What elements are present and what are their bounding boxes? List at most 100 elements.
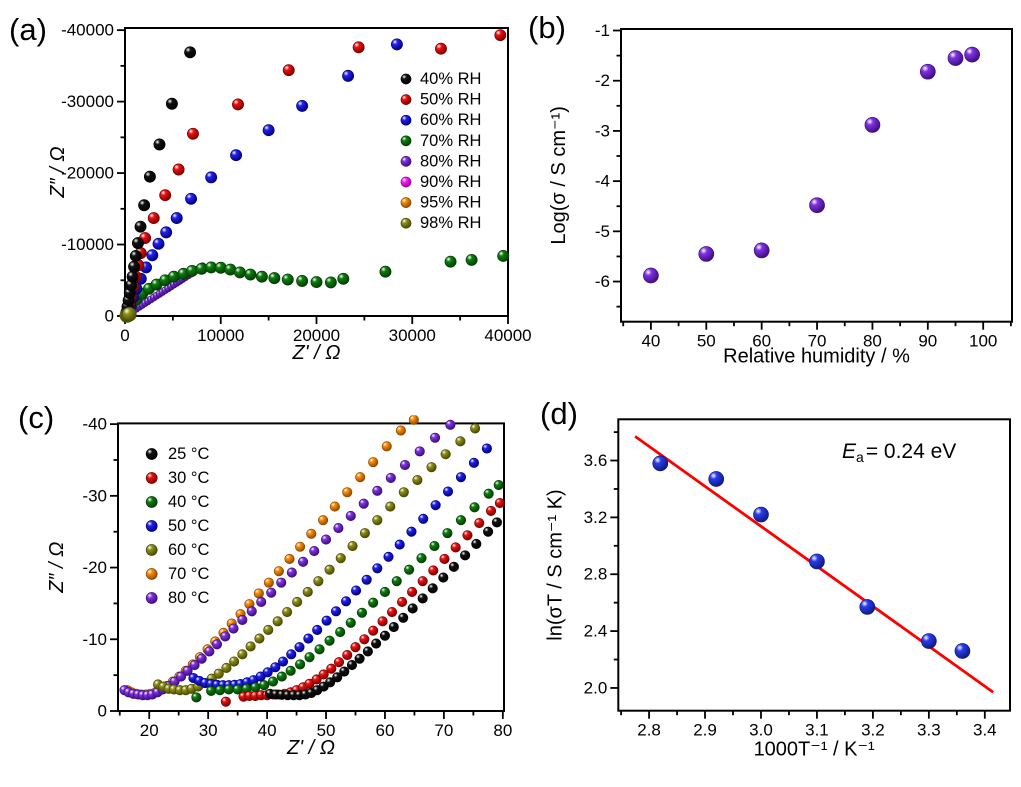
x-tick-label: 80 — [863, 332, 882, 351]
series-40-rh — [120, 46, 197, 319]
y-tick-label: -6 — [595, 272, 610, 291]
legend-label: 80% RH — [420, 152, 481, 170]
x-tick-label: 60 — [752, 332, 771, 351]
x-tick-label: 50 — [317, 721, 336, 740]
ea-subscript: a — [856, 449, 864, 465]
legend-label: 25 °C — [168, 445, 210, 463]
tick-labels: 2.8 2.9 3.0 3.1 3.2 3.3 3.4 2.0 2.4 2.8 3.2 3.6 — [584, 451, 997, 740]
legend-marker — [400, 73, 412, 85]
legend-marker — [400, 156, 412, 167]
y-tick-label: -1 — [595, 21, 610, 40]
series-40-c — [191, 480, 504, 703]
legend-label: 90% RH — [420, 173, 481, 191]
series-data — [652, 455, 971, 659]
x-axis-label: 1000T⁻¹ / K⁻¹ — [754, 739, 875, 761]
y-tick-label: 3.6 — [584, 451, 608, 470]
y-axis-label: ln(σT / S cm⁻¹ K) — [544, 489, 566, 640]
series-50-c — [188, 443, 492, 691]
y-tick-label: 2.0 — [584, 678, 608, 697]
x-tick-label: 20000 — [293, 326, 340, 345]
legend-label: 70 °C — [168, 565, 210, 583]
x-tick-label: 0 — [120, 326, 129, 345]
panel-a: 0 10000 20000 30000 40000 0 -10000 -20000 -30000… — [47, 21, 532, 364]
legend-label: 70% RH — [420, 132, 481, 150]
legend-marker — [400, 94, 412, 105]
legend-marker — [400, 197, 412, 208]
legend-marker — [400, 217, 412, 229]
panel-b: 40 50 60 70 80 90 100 -1 -2 -3 -4 -5 -6 Relative humi… — [548, 21, 1013, 368]
legend-label: 60 °C — [168, 541, 210, 559]
panel-label-b: (b) — [528, 10, 566, 45]
legend-marker — [145, 544, 158, 556]
y-tick-label: -10000 — [61, 235, 114, 254]
x-tick-label: 80 — [493, 721, 512, 740]
plot-area — [643, 46, 980, 284]
x-tick-label: 30000 — [389, 326, 436, 345]
legend-label: 95% RH — [420, 194, 481, 212]
axes-frame — [617, 418, 1011, 712]
plot-area — [634, 435, 995, 694]
legend-label: 50 °C — [168, 517, 210, 535]
y-tick-label: 2.4 — [584, 622, 608, 641]
legend-label: 30 °C — [168, 469, 210, 487]
x-tick-label: 40 — [641, 332, 660, 351]
activation-energy-annotation: Ea= 0.24 eV — [842, 440, 956, 465]
x-axis-label: Z' / Ω — [286, 737, 335, 759]
y-axis-label: Log(σ / S cm⁻¹) — [548, 106, 570, 244]
legend-marker — [400, 176, 412, 188]
panel-c: 20 30 40 50 60 70 80 0 -10 -20 -30 -40 Z' / Ω Z″ / Ω 2… — [46, 415, 512, 759]
ea-symbol: E — [842, 440, 857, 463]
legend-label: 98% RH — [420, 214, 481, 232]
y-tick-label: -40000 — [61, 21, 114, 40]
x-tick-label: 3.1 — [805, 721, 829, 740]
series-98-rh — [119, 306, 137, 323]
y-tick-label: 3.2 — [584, 508, 608, 527]
y-tick-label: 2.8 — [584, 565, 608, 584]
legend-label: 50% RH — [420, 91, 481, 109]
legend-marker — [145, 568, 158, 580]
legend-label: 60% RH — [420, 111, 481, 129]
x-axis-label: Relative humidity / % — [723, 346, 910, 368]
x-tick-label: 40 — [258, 721, 277, 740]
y-axis-label: Z″ / Ω — [46, 542, 68, 594]
series-80-c — [119, 419, 456, 701]
axis-ticks — [110, 423, 504, 719]
y-tick-label: -4 — [595, 172, 610, 191]
legend-label: 80 °C — [168, 589, 210, 607]
y-tick-label: 0 — [98, 702, 107, 721]
y-tick-label: -30000 — [61, 92, 114, 111]
plot-area — [119, 29, 510, 323]
legend: 40% RH 50% RH 60% RH 70% RH 80% RH 90% RH 95% … — [400, 70, 481, 232]
x-tick-label: 3.3 — [917, 721, 941, 740]
legend-marker — [145, 472, 158, 484]
legend-marker — [145, 496, 158, 508]
tick-labels: 20 30 40 50 60 70 80 0 -10 -20 -30 -40 — [82, 415, 512, 740]
legend-label: 40% RH — [420, 70, 481, 88]
axes-frame — [620, 28, 1013, 323]
y-tick-label: -10 — [82, 630, 107, 649]
x-tick-label: 20 — [140, 721, 159, 740]
series-data — [643, 46, 980, 284]
x-tick-label: 50 — [697, 332, 716, 351]
y-tick-label: 0 — [105, 307, 114, 326]
x-tick-label: 70 — [808, 332, 827, 351]
panel-d: 2.8 2.9 3.0 3.1 3.2 3.3 3.4 2.0 2.4 2.8 3.2 3.6 1000… — [544, 418, 1011, 761]
legend-marker — [145, 448, 158, 460]
x-tick-label: 70 — [434, 721, 453, 740]
y-tick-label: -20 — [82, 558, 107, 577]
series-25-c — [264, 517, 502, 701]
x-axis-label: Z' / Ω — [292, 342, 341, 364]
panel-label-c: (c) — [18, 400, 55, 435]
y-tick-label: -30 — [82, 486, 107, 505]
x-tick-label: 3.2 — [861, 721, 885, 740]
axis-ticks — [613, 29, 1012, 330]
y-tick-label: -2 — [595, 71, 610, 90]
x-tick-label: 100 — [969, 332, 997, 351]
series-60-c — [153, 423, 481, 696]
x-tick-label: 30 — [199, 721, 218, 740]
x-tick-label: 3.4 — [973, 721, 997, 740]
ea-value: = 0.24 eV — [865, 440, 957, 463]
legend-label: 40 °C — [168, 493, 210, 511]
